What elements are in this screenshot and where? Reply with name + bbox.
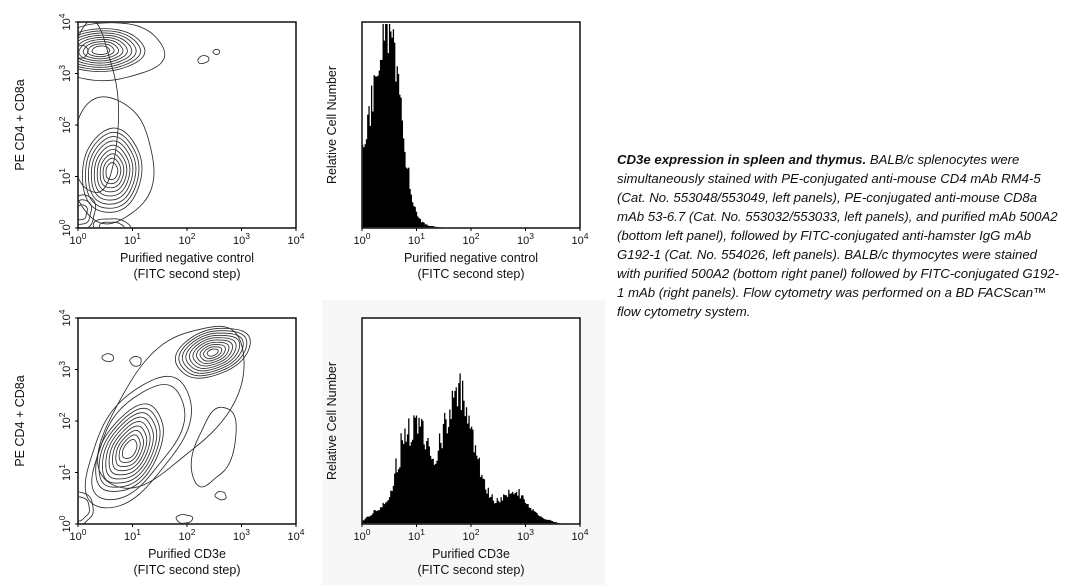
svg-text:100: 100 bbox=[354, 231, 371, 247]
y-axis-label: PE CD4 + CD8a bbox=[13, 79, 27, 170]
histogram-negative-control: Relative Cell Number Purified negative c… bbox=[325, 21, 589, 281]
contour-plot-cd3e: PE CD4 + CD8a Purified CD3e (FITC second… bbox=[13, 309, 305, 577]
svg-text:102: 102 bbox=[57, 412, 73, 429]
svg-text:102: 102 bbox=[179, 527, 196, 543]
svg-text:100: 100 bbox=[57, 219, 73, 236]
svg-text:103: 103 bbox=[517, 527, 534, 543]
x-axis-label-line2: (FITC second step) bbox=[418, 267, 525, 281]
svg-text:104: 104 bbox=[57, 13, 73, 30]
y-axis-label: Relative Cell Number bbox=[325, 66, 339, 184]
svg-text:100: 100 bbox=[57, 515, 73, 532]
panel-histogram-cd3e: Relative Cell Number Purified CD3e (FITC… bbox=[320, 308, 620, 585]
panel-contour-negative: PE CD4 + CD8a Purified negative control … bbox=[0, 12, 310, 297]
svg-text:101: 101 bbox=[57, 464, 73, 481]
histogram-cd3e: Relative Cell Number Purified CD3e (FITC… bbox=[325, 317, 589, 577]
y-axis-label: Relative Cell Number bbox=[325, 362, 339, 480]
svg-text:103: 103 bbox=[57, 65, 73, 82]
svg-text:102: 102 bbox=[463, 231, 480, 247]
svg-text:101: 101 bbox=[124, 527, 141, 543]
svg-text:103: 103 bbox=[233, 527, 250, 543]
caption-body: BALB/c splenocytes were simultaneously s… bbox=[617, 152, 1060, 319]
x-axis-label-line1: Purified negative control bbox=[120, 251, 254, 265]
svg-text:103: 103 bbox=[233, 231, 250, 247]
x-axis-label-line2: (FITC second step) bbox=[134, 267, 241, 281]
svg-text:104: 104 bbox=[572, 231, 589, 247]
x-axis-label-line1: Purified CD3e bbox=[432, 547, 510, 561]
svg-text:104: 104 bbox=[288, 527, 305, 543]
x-axis-label-line1: Purified CD3e bbox=[148, 547, 226, 561]
svg-text:102: 102 bbox=[57, 116, 73, 133]
x-axis-label-line2: (FITC second step) bbox=[418, 563, 525, 577]
svg-text:101: 101 bbox=[408, 527, 425, 543]
svg-text:103: 103 bbox=[517, 231, 534, 247]
svg-text:104: 104 bbox=[57, 309, 73, 326]
panel-histogram-negative: Relative Cell Number Purified negative c… bbox=[320, 12, 620, 297]
figure-caption: CD3e expression in spleen and thymus. BA… bbox=[617, 150, 1061, 321]
panel-contour-cd3e: PE CD4 + CD8a Purified CD3e (FITC second… bbox=[0, 308, 310, 585]
svg-text:102: 102 bbox=[463, 527, 480, 543]
y-axis-label: PE CD4 + CD8a bbox=[13, 375, 27, 466]
svg-text:101: 101 bbox=[408, 231, 425, 247]
caption-title: CD3e expression in spleen and thymus. bbox=[617, 152, 867, 167]
svg-text:104: 104 bbox=[288, 231, 305, 247]
svg-text:102: 102 bbox=[179, 231, 196, 247]
svg-text:101: 101 bbox=[57, 168, 73, 185]
svg-text:100: 100 bbox=[354, 527, 371, 543]
svg-text:101: 101 bbox=[124, 231, 141, 247]
x-axis-label-line1: Purified negative control bbox=[404, 251, 538, 265]
svg-text:104: 104 bbox=[572, 527, 589, 543]
x-axis-label-line2: (FITC second step) bbox=[134, 563, 241, 577]
contour-plot-negative-control: PE CD4 + CD8a Purified negative control … bbox=[13, 13, 305, 281]
svg-text:103: 103 bbox=[57, 361, 73, 378]
